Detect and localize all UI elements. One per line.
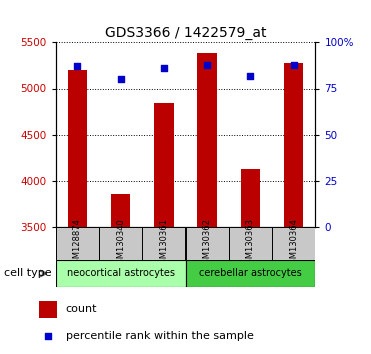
Point bbox=[204, 62, 210, 67]
Bar bbox=[99, 227, 142, 260]
Point bbox=[118, 76, 124, 82]
Point bbox=[161, 65, 167, 71]
Text: GSM130361: GSM130361 bbox=[160, 218, 168, 269]
Point bbox=[45, 333, 51, 339]
Bar bbox=[241, 169, 260, 227]
Bar bbox=[56, 227, 99, 260]
Bar bbox=[186, 260, 315, 287]
Bar bbox=[229, 227, 272, 260]
Bar bbox=[68, 70, 87, 227]
Text: neocortical astrocytes: neocortical astrocytes bbox=[66, 268, 175, 279]
Text: GSM130364: GSM130364 bbox=[289, 218, 298, 269]
Bar bbox=[272, 227, 315, 260]
Point bbox=[74, 64, 80, 69]
Title: GDS3366 / 1422579_at: GDS3366 / 1422579_at bbox=[105, 26, 266, 40]
Text: count: count bbox=[66, 304, 97, 314]
Text: GSM130363: GSM130363 bbox=[246, 218, 255, 269]
Bar bbox=[56, 260, 186, 287]
Text: GSM128874: GSM128874 bbox=[73, 218, 82, 269]
Bar bbox=[142, 227, 186, 260]
Text: percentile rank within the sample: percentile rank within the sample bbox=[66, 331, 253, 341]
Bar bbox=[111, 194, 130, 227]
Point bbox=[247, 73, 253, 79]
Bar bbox=[197, 53, 217, 227]
Bar bbox=[186, 227, 229, 260]
Text: cerebellar astrocytes: cerebellar astrocytes bbox=[199, 268, 302, 279]
Bar bbox=[154, 103, 174, 227]
Text: GSM130362: GSM130362 bbox=[203, 218, 211, 269]
Point bbox=[291, 62, 297, 67]
Bar bbox=[284, 63, 303, 227]
Bar bbox=[39, 301, 58, 318]
Text: cell type: cell type bbox=[4, 268, 51, 279]
Text: GSM130340: GSM130340 bbox=[116, 218, 125, 269]
